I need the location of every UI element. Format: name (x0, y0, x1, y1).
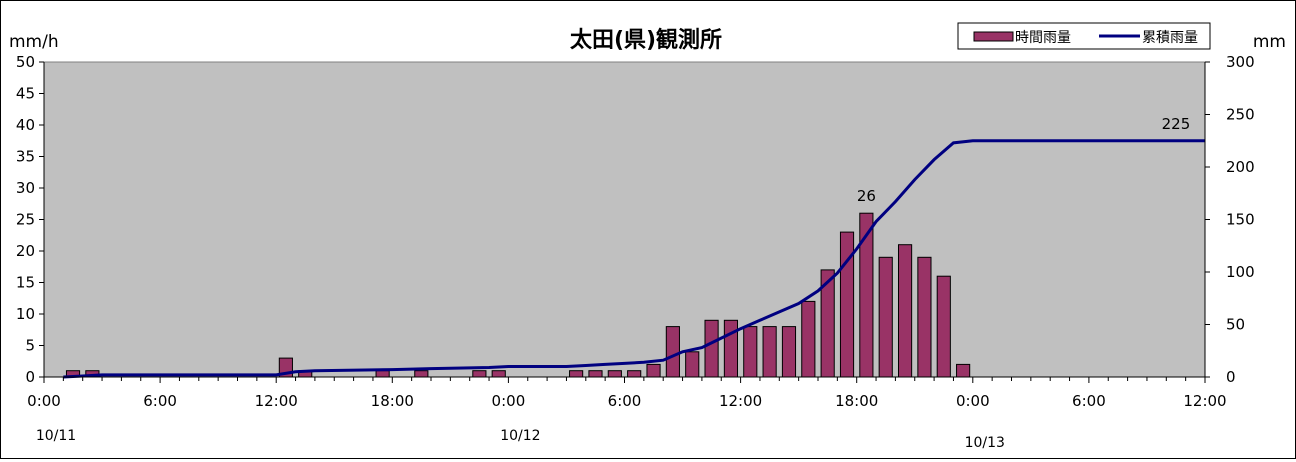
left-tick-label: 20 (16, 242, 35, 260)
x-tick-label: 0:00 (492, 392, 526, 410)
right-tick-label: 50 (1226, 316, 1245, 334)
right-tick-label: 200 (1226, 158, 1255, 176)
left-tick-label: 35 (16, 148, 35, 166)
x-tick-label: 18:00 (835, 392, 878, 410)
rain-bar (878, 256, 893, 378)
data-annotation: 225 (1162, 115, 1191, 133)
left-tick-label: 0 (25, 368, 35, 386)
right-axis-ticks: 0 50 100 150 200 250 300 (1205, 53, 1255, 386)
x-tick-label: 12:00 (719, 392, 762, 410)
rain-bar (607, 370, 622, 378)
rain-bar (375, 370, 390, 378)
left-tick-label: 5 (25, 337, 35, 355)
rain-bar (956, 363, 971, 378)
chart-title: 太田(県)観測所 (570, 27, 722, 53)
left-tick-label: 50 (16, 53, 35, 71)
rain-bar (588, 370, 603, 378)
left-tick-label: 40 (16, 116, 35, 134)
right-tick-label: 0 (1226, 368, 1236, 386)
rain-bar (781, 326, 797, 378)
rain-bar (685, 351, 700, 378)
left-tick-label: 10 (16, 305, 35, 323)
rain-bar (491, 370, 506, 378)
rain-bar (569, 370, 584, 378)
rain-bar (723, 319, 739, 378)
left-tick-label: 45 (16, 85, 35, 103)
rain-bar (704, 319, 719, 378)
x-tick-label: 6:00 (143, 392, 177, 410)
legend-bar-label: 時間雨量 (1015, 30, 1071, 46)
rain-bar (472, 370, 487, 378)
right-axis-unit: mm (1253, 32, 1286, 52)
x-tick-label: 6:00 (608, 392, 642, 410)
annotations: 26 225 (857, 115, 1190, 205)
right-tick-label: 100 (1226, 263, 1255, 281)
rain-bar (665, 326, 680, 378)
rain-bar (743, 326, 758, 378)
legend: 時間雨量 累積雨量 (957, 22, 1211, 50)
x-axis-ticks: 0:00 6:00 12:00 18:00 0:00 6:00 12:00 18:00 0:00… (27, 377, 1227, 410)
x-tick-label: 12:00 (255, 392, 298, 410)
cumulative-rain-line (63, 139, 1205, 379)
date-label: 10/11 (36, 428, 76, 444)
data-annotation: 26 (857, 187, 876, 205)
left-tick-label: 30 (16, 179, 35, 197)
right-tick-label: 300 (1226, 53, 1255, 71)
rain-bar (762, 326, 777, 378)
legend-line-label: 累積雨量 (1142, 30, 1198, 46)
x-tick-label: 0:00 (956, 392, 990, 410)
plot-area (44, 62, 1205, 377)
date-label: 10/13 (965, 435, 1005, 451)
rain-bar (627, 370, 642, 378)
right-tick-label: 250 (1226, 106, 1255, 124)
left-axis-unit: mm/h (9, 32, 59, 52)
x-tick-label: 18:00 (371, 392, 414, 410)
right-tick-label: 150 (1226, 211, 1255, 229)
rain-bar (801, 300, 816, 378)
date-labels: 10/11 10/12 10/13 (36, 428, 1005, 451)
left-tick-label: 15 (16, 274, 35, 292)
date-label: 10/12 (500, 428, 540, 444)
rain-bar (917, 256, 932, 378)
rain-bar (414, 370, 429, 378)
rain-bar (646, 363, 661, 378)
legend-bar-swatch (973, 31, 1014, 42)
x-tick-label: 12:00 (1183, 392, 1226, 410)
left-tick-label: 25 (16, 211, 35, 229)
x-tick-label: 6:00 (1072, 392, 1106, 410)
rain-bar (936, 275, 951, 378)
x-tick-label: 0:00 (27, 392, 61, 410)
rain-bar (897, 244, 913, 378)
left-axis-ticks: 0 5 10 15 20 25 30 35 40 45 50 (16, 53, 44, 386)
